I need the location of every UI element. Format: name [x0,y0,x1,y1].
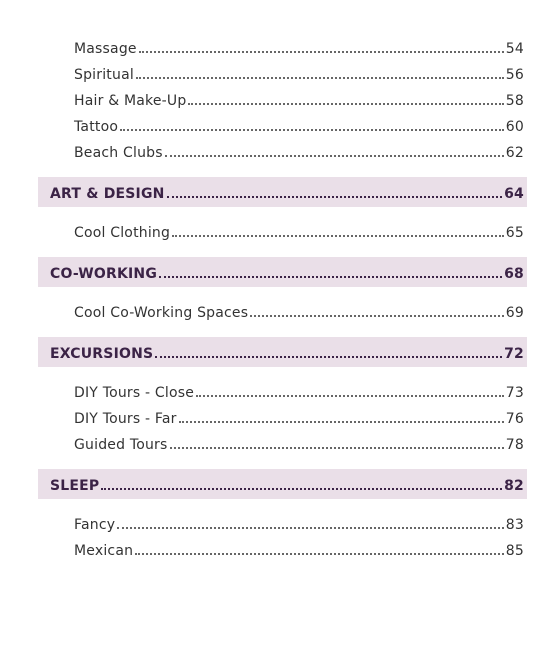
dot-leader [250,315,504,317]
toc-entry: Tattoo 60 [74,115,524,135]
dot-leader [172,235,504,237]
toc-entry: Mexican 85 [74,539,524,559]
section-header: ART & DESIGN 64 [38,177,527,207]
toc-entry: Massage 54 [74,37,524,57]
entry-title: Spiritual [74,67,134,83]
toc-entry: Guided Tours 78 [74,433,524,453]
entry-title: EXCURSIONS [50,346,154,362]
toc-entry: Cool Clothing 65 [74,221,524,241]
dot-leader [138,51,504,53]
dot-leader [135,553,504,555]
page-number: 54 [505,41,524,57]
toc-entry: DIY Tours - Close 73 [74,381,524,401]
dot-leader [188,103,504,105]
toc-entry: DIY Tours - Far 76 [74,407,524,427]
dot-leader [164,155,504,157]
page-number: 85 [505,543,524,559]
page-number: 58 [505,93,524,109]
entry-title: Cool Co-Working Spaces [74,305,249,321]
toc-entry: Hair & Make-Up 58 [74,89,524,109]
dot-leader [159,276,503,278]
page-number: 69 [505,305,524,321]
dot-leader [117,527,504,529]
entry-title: Mexican [74,543,134,559]
dot-leader [166,196,503,198]
page-number: 68 [504,266,524,282]
section-row: EXCURSIONS 72 [50,342,524,362]
entry-title: Guided Tours [74,437,168,453]
section-row: SLEEP 82 [50,474,524,494]
dot-leader [169,447,504,449]
page-number: 78 [505,437,524,453]
section-header: SLEEP 82 [38,469,527,499]
section-row: ART & DESIGN 64 [50,182,524,202]
page-number: 82 [504,478,524,494]
section-header: CO-WORKING 68 [38,257,527,287]
page-number: 73 [505,385,524,401]
toc-entry: Beach Clubs 62 [74,141,524,161]
dot-leader [196,395,504,397]
toc-entry: Cool Co-Working Spaces 69 [74,301,524,321]
page-number: 76 [505,411,524,427]
section-row: CO-WORKING 68 [50,262,524,282]
page-number: 64 [504,186,524,202]
page-number: 65 [505,225,524,241]
entry-title: SLEEP [50,478,100,494]
entry-title: ART & DESIGN [50,186,165,202]
entry-title: DIY Tours - Close [74,385,195,401]
dot-leader [120,129,504,131]
toc-entry: Fancy 83 [74,513,524,533]
page-number: 60 [505,119,524,135]
entry-title: Beach Clubs [74,145,163,161]
entry-title: Fancy [74,517,116,533]
entry-title: Massage [74,41,137,57]
page-number: 56 [505,67,524,83]
dot-leader [178,421,504,423]
dot-leader [155,356,503,358]
toc-entry: Spiritual 56 [74,63,524,83]
entry-title: Cool Clothing [74,225,171,241]
dot-leader [135,77,504,79]
entry-title: Tattoo [74,119,119,135]
entry-title: CO-WORKING [50,266,158,282]
dot-leader [101,488,503,490]
section-header: EXCURSIONS 72 [38,337,527,367]
page-number: 83 [505,517,524,533]
entry-title: DIY Tours - Far [74,411,177,427]
entry-title: Hair & Make-Up [74,93,187,109]
page-number: 62 [505,145,524,161]
page-number: 72 [504,346,524,362]
